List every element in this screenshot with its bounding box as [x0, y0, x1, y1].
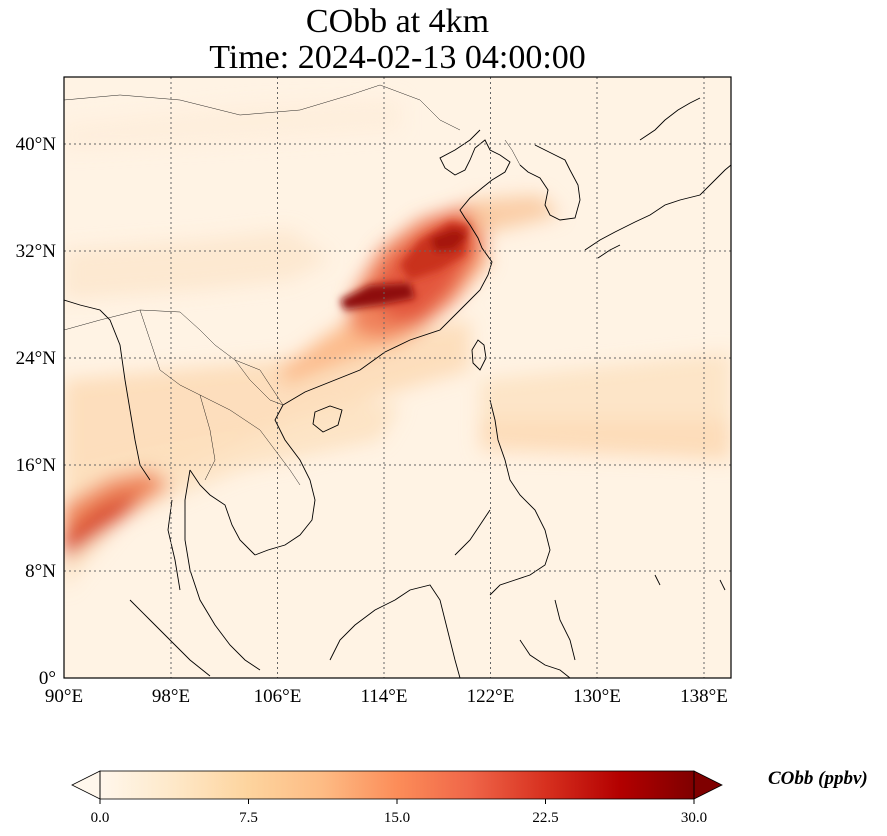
latitude-tick-labels: 40°N 32°N 24°N 16°N 8°N 0°: [16, 134, 57, 689]
lat-tick-label: 24°N: [16, 348, 57, 369]
map-frame: [63, 76, 732, 679]
colorbar-gradient: [100, 771, 694, 799]
colorbar: 0.0 7.5 15.0 22.5 30.0: [71, 770, 723, 826]
colorbar-tick-label: 15.0: [384, 810, 410, 826]
map-title: CObb at 4km: [305, 3, 490, 40]
map-timestamp: Time: 2024-02-13 04:00:00: [209, 39, 586, 76]
colorbar-tick-label: 22.5: [532, 810, 558, 826]
colorbar-tick-label: 0.0: [91, 810, 110, 826]
gridlines: [64, 77, 731, 678]
lat-tick-label: 32°N: [16, 241, 57, 262]
lon-tick-label: 122°E: [467, 686, 515, 707]
coastlines: [64, 97, 731, 678]
lat-tick-label: 40°N: [16, 134, 57, 155]
lon-tick-label: 106°E: [254, 686, 302, 707]
colorbar-tick-label: 7.5: [239, 810, 258, 826]
colorbar-tick-label: 30.0: [681, 810, 707, 826]
country-borders: [64, 84, 521, 486]
lon-tick-label: 114°E: [361, 686, 408, 707]
lon-tick-label: 98°E: [152, 686, 190, 707]
colorbar-max-extend: [693, 770, 723, 800]
lon-tick-label: 138°E: [680, 686, 728, 707]
lat-tick-label: 8°N: [25, 561, 56, 582]
lon-tick-label: 90°E: [45, 686, 83, 707]
lon-tick-label: 130°E: [573, 686, 621, 707]
concentration-field: [64, 77, 731, 678]
colorbar-label: CObb (ppbv): [768, 768, 868, 789]
longitude-tick-labels: 90°E 98°E 106°E 114°E 122°E 130°E 138°E: [45, 686, 728, 707]
lat-tick-label: 0°: [39, 668, 56, 689]
lat-tick-label: 16°N: [16, 455, 57, 476]
colorbar-min-extend: [71, 770, 101, 800]
